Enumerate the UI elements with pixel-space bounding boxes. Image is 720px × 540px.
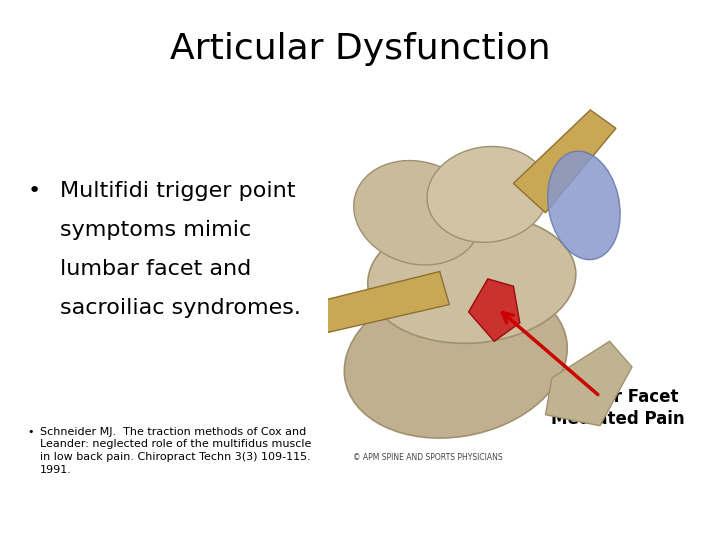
Polygon shape xyxy=(513,110,616,213)
Polygon shape xyxy=(546,341,632,426)
Text: Mediated Pain: Mediated Pain xyxy=(551,409,685,428)
Polygon shape xyxy=(321,272,449,334)
Text: Multifidi trigger point: Multifidi trigger point xyxy=(60,181,295,201)
Text: lumbar facet and: lumbar facet and xyxy=(60,259,251,279)
Text: •: • xyxy=(27,427,34,437)
Polygon shape xyxy=(469,279,520,341)
Text: Lumbar Facet: Lumbar Facet xyxy=(551,388,678,406)
Ellipse shape xyxy=(344,281,567,438)
Ellipse shape xyxy=(548,151,620,260)
Text: •: • xyxy=(27,181,40,201)
Text: Articular Dysfunction: Articular Dysfunction xyxy=(170,32,550,65)
Ellipse shape xyxy=(368,214,576,343)
Text: © APM SPINE AND SPORTS PHYSICIANS: © APM SPINE AND SPORTS PHYSICIANS xyxy=(354,454,503,462)
Ellipse shape xyxy=(354,160,481,265)
Ellipse shape xyxy=(427,146,549,242)
Text: sacroiliac syndromes.: sacroiliac syndromes. xyxy=(60,298,301,318)
Text: Schneider MJ.  The traction methods of Cox and
Leander: neglected role of the mu: Schneider MJ. The traction methods of Co… xyxy=(40,427,311,475)
Text: symptoms mimic: symptoms mimic xyxy=(60,220,251,240)
